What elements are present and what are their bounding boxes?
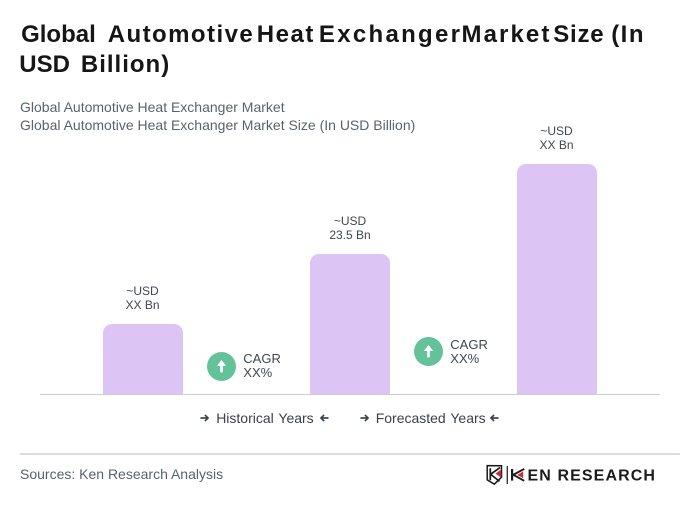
svg-text:EN RESEARCH: EN RESEARCH [528, 468, 657, 485]
